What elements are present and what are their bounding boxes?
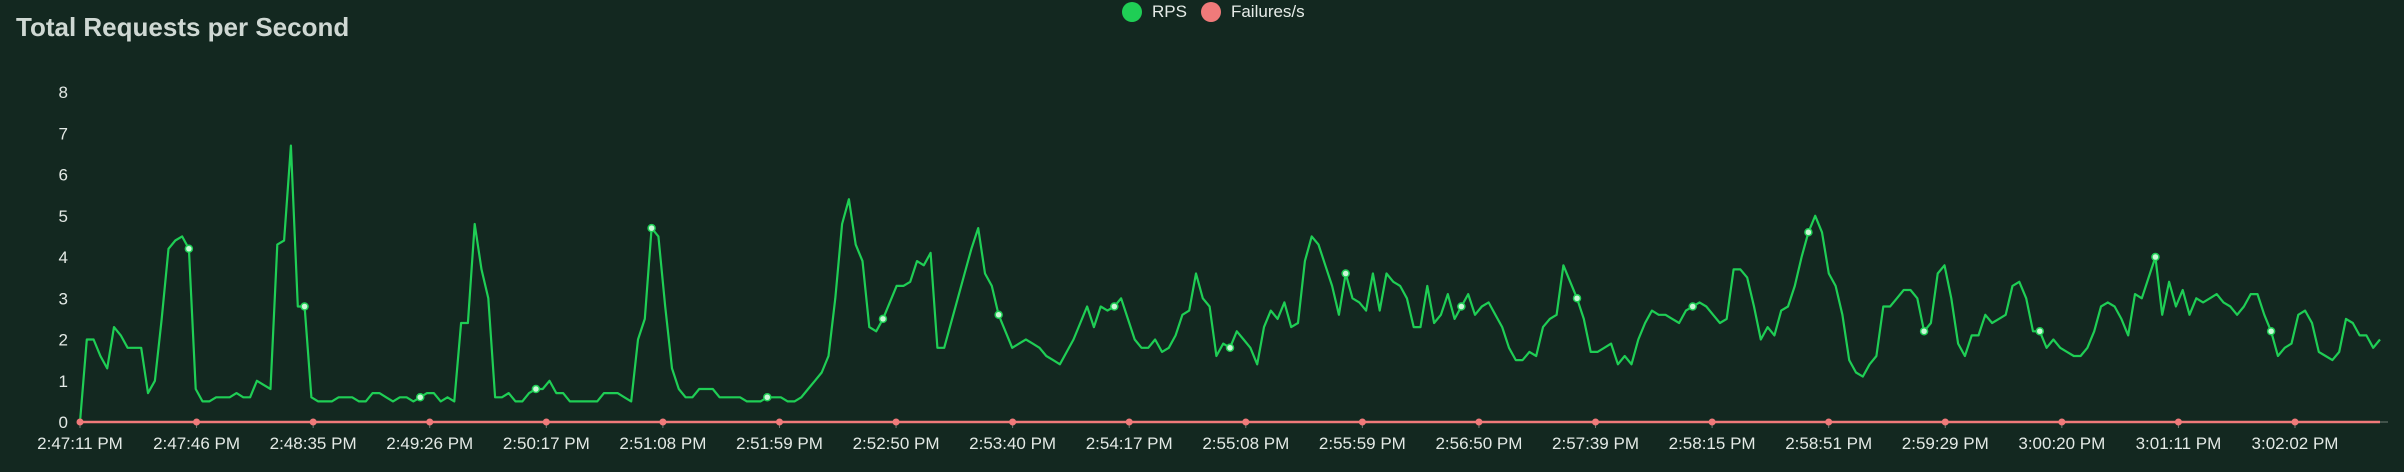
x-tick-label: 2:52:50 PM	[853, 434, 940, 453]
data-point-failures	[775, 418, 783, 426]
data-point-failures	[2174, 418, 2182, 426]
x-tick-label: 2:53:40 PM	[969, 434, 1056, 453]
y-tick-label: 0	[59, 413, 68, 432]
y-tick-label: 8	[59, 83, 68, 102]
x-tick-label: 2:47:46 PM	[153, 434, 240, 453]
x-tick-label: 2:47:11 PM	[37, 434, 123, 453]
data-point-failures	[659, 418, 667, 426]
data-point-failures	[1125, 418, 1133, 426]
x-tick-label: 2:58:51 PM	[1785, 434, 1872, 453]
y-tick-label: 4	[59, 248, 68, 267]
data-point-rps	[2151, 252, 2160, 262]
x-tick-label: 2:49:26 PM	[386, 434, 473, 453]
data-point-failures	[309, 418, 317, 426]
data-point-failures	[1009, 418, 1017, 426]
data-point-failures	[1242, 418, 1250, 426]
data-point-rps	[994, 310, 1003, 319]
data-point-failures	[1592, 418, 1600, 426]
x-tick-label: 3:01:11 PM	[2136, 434, 2222, 453]
x-tick-label: 2:54:17 PM	[1086, 434, 1173, 453]
x-tick-label: 2:51:08 PM	[619, 434, 706, 453]
data-point-rps	[647, 223, 656, 233]
legend-swatch-rps	[1122, 2, 1142, 22]
y-tick-label: 7	[59, 124, 68, 143]
legend-swatch-failures	[1200, 2, 1221, 22]
legend-label-rps: RPS	[1152, 2, 1187, 21]
data-point-rps	[1341, 269, 1350, 278]
data-point-rps	[1919, 327, 1929, 336]
data-point-rps	[1457, 302, 1466, 311]
x-tick-label: 2:50:17 PM	[503, 434, 590, 453]
data-point-failures	[1708, 418, 1716, 426]
x-tick-label: 2:56:50 PM	[1435, 434, 1522, 453]
data-point-rps	[1804, 228, 1813, 237]
data-point-rps	[2035, 327, 2045, 336]
data-point-failures	[2291, 418, 2299, 426]
y-tick-label: 6	[59, 166, 68, 185]
data-point-failures	[2058, 418, 2066, 426]
x-tick-label: 2:55:59 PM	[1319, 434, 1406, 453]
data-point-rps	[2266, 327, 2276, 336]
data-point-failures	[1358, 418, 1366, 426]
legend: RPS Failures/s	[1122, 2, 1305, 22]
chart-title: Total Requests per Second	[16, 12, 350, 42]
data-point-failures	[426, 418, 434, 426]
x-tick-label: 3:00:20 PM	[2018, 434, 2105, 453]
data-point-failures	[76, 418, 84, 426]
data-point-rps	[1572, 294, 1582, 303]
data-point-rps	[763, 393, 772, 402]
data-point-rps	[184, 244, 194, 253]
x-tick-label: 2:48:35 PM	[270, 434, 357, 453]
data-point-rps	[1225, 343, 1235, 352]
y-tick-label: 2	[59, 331, 68, 350]
data-point-failures	[193, 418, 201, 426]
x-tick-label: 2:57:39 PM	[1552, 434, 1639, 453]
data-point-rps	[1110, 302, 1119, 311]
data-point-failures	[1825, 418, 1833, 426]
y-tick-label: 3	[59, 289, 68, 308]
data-point-rps	[300, 302, 309, 311]
data-point-rps	[878, 314, 888, 324]
x-tick-label: 3:02:02 PM	[2252, 434, 2339, 453]
x-tick-label: 2:55:08 PM	[1202, 434, 1289, 453]
x-tick-label: 2:59:29 PM	[1902, 434, 1989, 453]
legend-label-failures: Failures/s	[1230, 2, 1305, 21]
legend-item-rps[interactable]: RPS	[1122, 2, 1187, 22]
data-point-failures	[1475, 418, 1483, 426]
data-point-failures	[542, 418, 550, 426]
y-tick-label: 1	[59, 372, 68, 391]
data-point-rps	[531, 384, 541, 394]
data-point-failures	[1941, 418, 1949, 426]
y-tick-label: 5	[59, 207, 68, 226]
series-line-rps	[78, 144, 2381, 423]
data-point-failures	[892, 418, 900, 426]
x-tick-label: 2:51:59 PM	[736, 434, 823, 453]
data-point-rps	[415, 393, 425, 402]
data-point-rps	[1688, 302, 1697, 311]
legend-item-failures[interactable]: Failures/s	[1200, 2, 1305, 22]
x-tick-label: 2:58:15 PM	[1669, 434, 1756, 453]
